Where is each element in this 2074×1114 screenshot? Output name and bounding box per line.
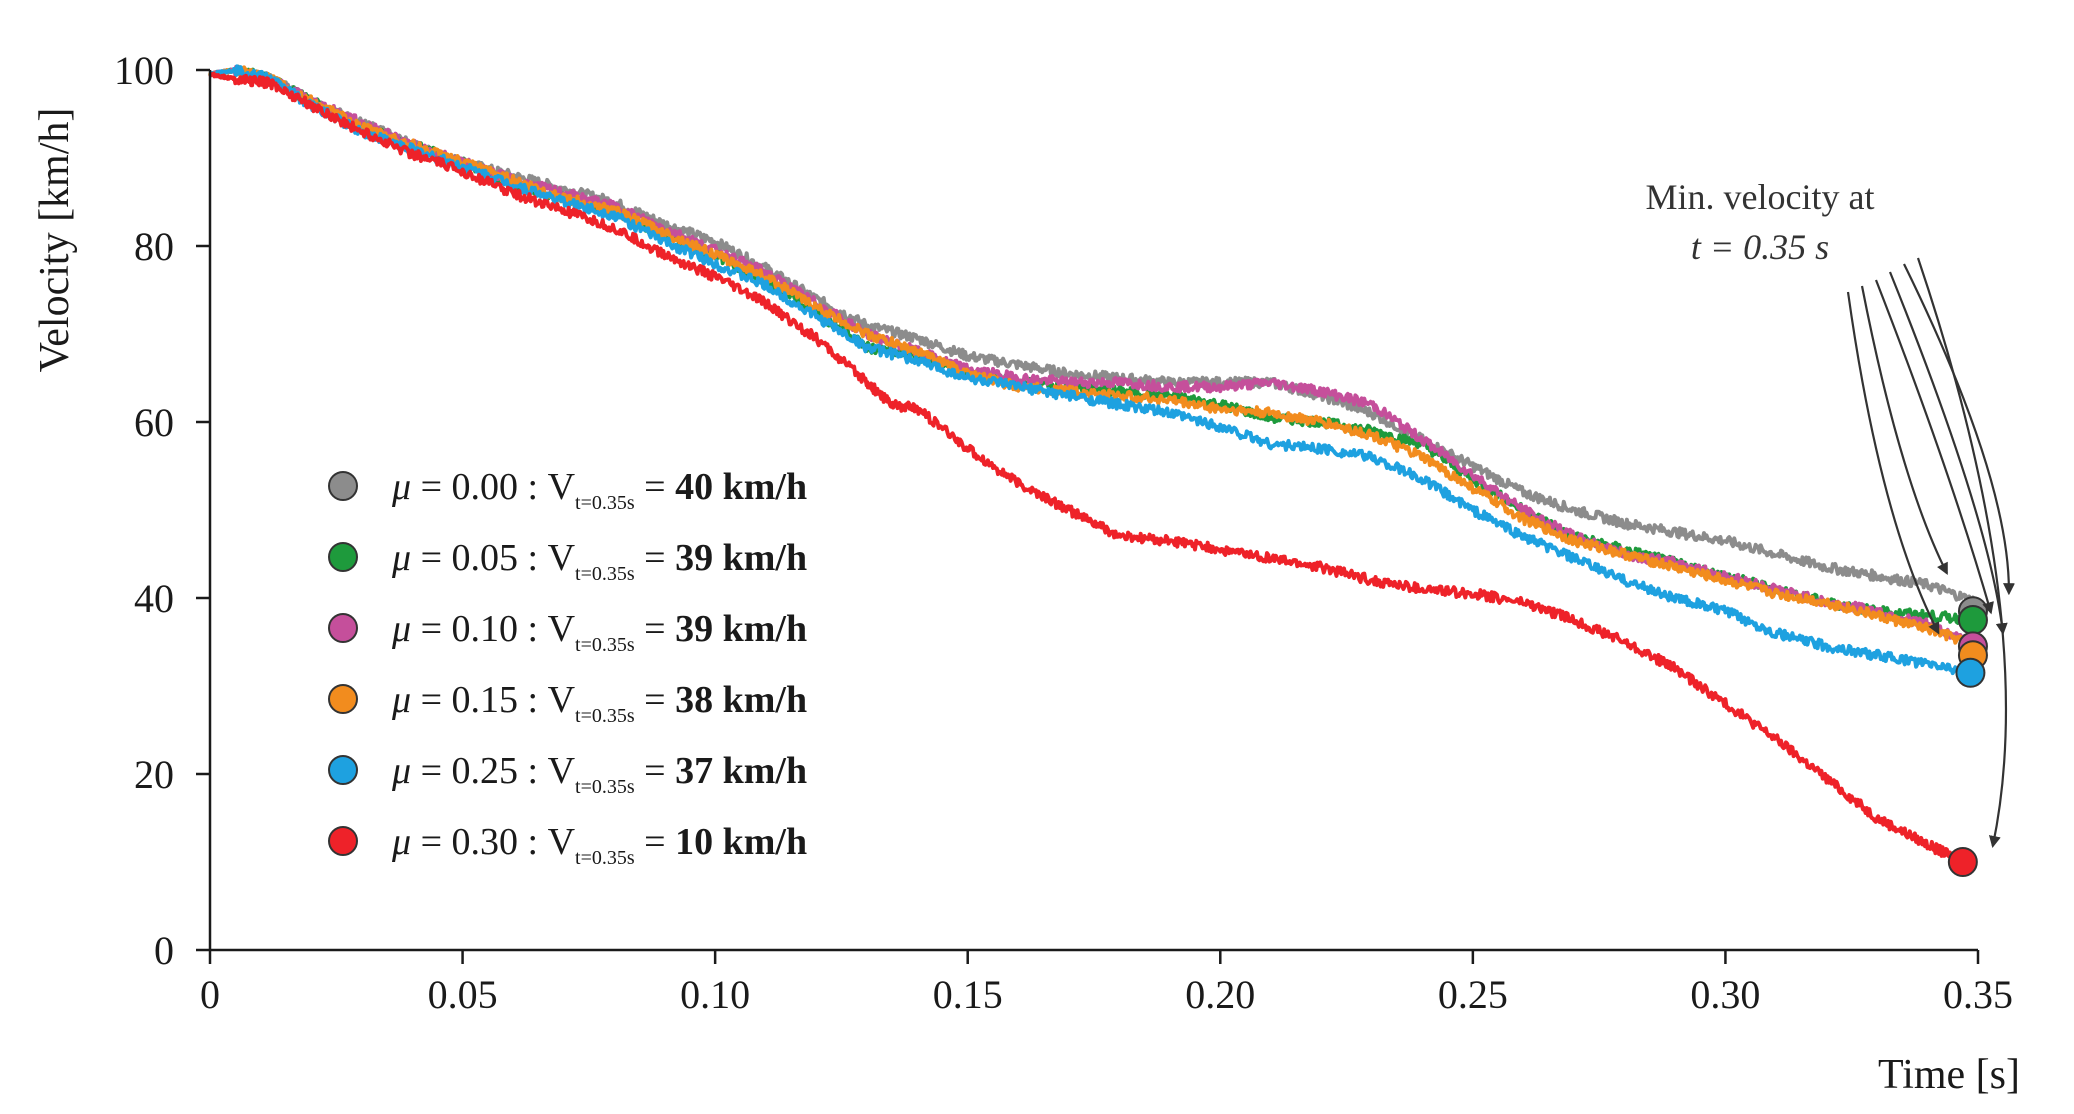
x-tick-label-4: 0.20 <box>1185 972 1255 1017</box>
y-tick-label-0: 0 <box>154 928 174 973</box>
legend-label-1: μ = 0.05 : Vt=0.35s = 39 km/h <box>391 537 807 585</box>
x-axis-label: Time [s] <box>1878 1052 2020 1098</box>
legend-label-4: μ = 0.25 : Vt=0.35s = 37 km/h <box>391 750 807 798</box>
end-marker-5 <box>1947 847 1978 877</box>
y-tick-label-5: 100 <box>114 48 174 93</box>
annotation-arrow-0 <box>1846 291 1940 635</box>
legend-label-5: μ = 0.30 : Vt=0.35s = 10 km/h <box>391 821 807 869</box>
x-tick-label-3: 0.15 <box>933 972 1003 1017</box>
x-tick-label-0: 0 <box>200 972 220 1017</box>
legend-swatch-4 <box>328 755 358 785</box>
annotation-arrow-5 <box>1916 257 2008 848</box>
tick-layer: 0 0.05 0.10 0.15 0.20 0.25 0.30 0.35 0 20 40 60 80 10… <box>114 48 2013 1017</box>
legend-label-3: μ = 0.15 : Vt=0.35s = 38 km/h <box>391 679 807 727</box>
annotation-line1: Min. velocity at <box>1646 177 1875 217</box>
x-tick-label-6: 0.30 <box>1690 972 1760 1017</box>
series-layer <box>208 64 1980 868</box>
x-tick-label-2: 0.10 <box>680 972 750 1017</box>
legend-entry-4: μ = 0.25 : Vt=0.35s = 37 km/h <box>328 750 807 798</box>
legend-entry-2: μ = 0.10 : Vt=0.35s = 39 km/h <box>328 608 807 656</box>
legend-entry-0: μ = 0.00 : Vt=0.35s = 40 km/h <box>328 466 807 514</box>
legend-swatch-2 <box>328 613 358 643</box>
legend-entry-3: μ = 0.15 : Vt=0.35s = 38 km/h <box>328 679 807 727</box>
legend-swatch-3 <box>328 684 358 714</box>
y-tick-label-3: 60 <box>134 400 174 445</box>
y-tick-label-4: 80 <box>134 224 174 269</box>
annotation-arrow-3 <box>1888 271 2008 636</box>
legend-swatch-5 <box>328 826 358 856</box>
annotation-arrow-2 <box>1874 279 1994 615</box>
x-tick-label-5: 0.25 <box>1438 972 1508 1017</box>
legend-swatch-1 <box>328 542 358 572</box>
legend-label-2: μ = 0.10 : Vt=0.35s = 39 km/h <box>391 608 807 656</box>
legend-entry-1: μ = 0.05 : Vt=0.35s = 39 km/h <box>328 537 807 585</box>
annotation-arrows <box>1846 257 2015 848</box>
legend-label-0: μ = 0.00 : Vt=0.35s = 40 km/h <box>391 466 807 514</box>
annotation-arrow-4 <box>1903 263 2015 596</box>
x-tick-label-1: 0.05 <box>428 972 498 1017</box>
legend: μ = 0.00 : Vt=0.35s = 40 km/h μ = 0.05 : … <box>328 466 807 869</box>
legend-swatch-0 <box>328 471 358 501</box>
y-tick-label-1: 20 <box>134 752 174 797</box>
end-marker-1 <box>1957 605 1988 635</box>
x-tick-label-7: 0.35 <box>1943 972 2013 1017</box>
series-line-5 <box>208 71 1965 868</box>
y-tick-label-2: 40 <box>134 576 174 621</box>
series-line-4 <box>208 64 1980 678</box>
annotation-line2: t = 0.35 s <box>1691 227 1829 267</box>
y-axis-label: Velocity [km/h] <box>32 108 78 373</box>
end-marker-layer <box>1947 596 1988 877</box>
end-marker-4 <box>1955 657 1986 688</box>
legend-entry-5: μ = 0.30 : Vt=0.35s = 10 km/h <box>328 821 807 869</box>
annotation-arrow-1 <box>1860 285 1948 575</box>
